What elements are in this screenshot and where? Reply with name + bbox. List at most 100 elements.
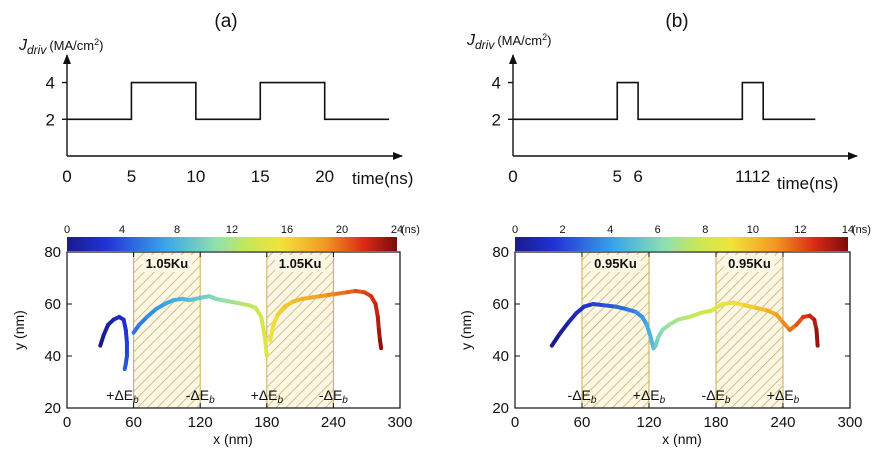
x-tick-label: 180 xyxy=(254,414,279,431)
annotation-sign: - xyxy=(568,387,573,403)
trajectory-segment xyxy=(709,302,725,313)
x-tick-label: 6 xyxy=(633,167,642,186)
annotation-sub: b xyxy=(660,395,666,406)
y-tick-label: 4 xyxy=(492,74,501,93)
trajectory-segment xyxy=(375,315,381,332)
y-tick-label: 40 xyxy=(492,348,509,365)
colorbar-gradient xyxy=(515,237,848,251)
annotation-delta-e: ΔE xyxy=(641,387,660,403)
x-tick-label: 20 xyxy=(315,167,334,186)
trajectory-segment xyxy=(262,333,269,358)
colorbar-tick-label: 4 xyxy=(607,224,613,236)
annotation-sign: - xyxy=(702,387,707,403)
trajectory-segment xyxy=(123,328,129,345)
region-label: 1.05Ku xyxy=(279,256,322,271)
pulse-chart-a: (a) Jdriv (MA/cm2) 240 5 10 15 20 time(ns) xyxy=(18,11,413,188)
region-label: 1.05Ku xyxy=(146,256,189,271)
annotation-sub: b xyxy=(209,395,215,406)
colorbar-tick-label: 2 xyxy=(560,224,566,236)
colorbar-tick-label: 8 xyxy=(174,224,180,236)
ylabel-sub: driv xyxy=(475,38,495,52)
pulse-a-axes: 2 4 0 5 10 15 20 xyxy=(46,54,403,186)
pulse-b-xlabel: time(ns) xyxy=(777,174,838,193)
x-tick-label: 120 xyxy=(188,414,213,431)
colorbar-gradient xyxy=(67,237,397,251)
annotation-delta-e: ΔE xyxy=(259,387,278,403)
pulse-line xyxy=(67,81,390,121)
ylabel-unit: (MA/cm xyxy=(497,33,542,48)
x-tick-label: 300 xyxy=(837,414,862,431)
ylabel-unit: (MA/cm xyxy=(49,38,94,53)
region-label: 0.95Ku xyxy=(728,256,771,271)
delta-e-annotation: -ΔEb xyxy=(186,387,215,406)
trajectory-a-ylabel: y (nm) xyxy=(11,310,27,350)
trajectory-a-xlabel: x (nm) xyxy=(213,431,253,447)
trajectory-segment xyxy=(557,320,571,336)
colorbar-tick-label: 0 xyxy=(64,224,70,236)
colorbar-tick-label: 12 xyxy=(226,224,238,236)
x-tick-label: 180 xyxy=(703,414,728,431)
delta-e-annotation: -ΔEb xyxy=(568,387,597,406)
annotation-sub: b xyxy=(794,395,800,406)
annotation-sign: + xyxy=(633,387,641,403)
panel-label-a: (a) xyxy=(214,11,237,32)
trajectory-line xyxy=(549,300,820,351)
x-tick-label: 1112 xyxy=(735,167,770,186)
ylabel-symbol: J xyxy=(466,32,476,49)
plot-frame xyxy=(66,251,401,409)
trajectory-line xyxy=(98,289,384,371)
hatched-region xyxy=(715,251,784,409)
delta-e-annotation: +ΔEb xyxy=(633,387,666,406)
trajectory-segment xyxy=(814,328,820,348)
panel-label-b: (b) xyxy=(665,11,688,32)
region-label-bg xyxy=(724,255,775,272)
annotation-delta-e: ΔE xyxy=(324,387,343,403)
trajectory-segment xyxy=(373,302,380,319)
annotation-sub: b xyxy=(277,395,283,406)
pulse-b-ylabel: Jdriv (MA/cm2) xyxy=(466,32,551,52)
colorbar-tick-label: 4 xyxy=(119,224,125,236)
colorbar-unit: (ns) xyxy=(852,224,871,236)
y-tick-label: 2 xyxy=(46,110,55,129)
x-tick-label: 60 xyxy=(125,414,142,431)
x-tick-label: 0 xyxy=(511,414,519,431)
trajectory-b-xlabel: x (nm) xyxy=(662,431,702,447)
ylabel-symbol: J xyxy=(18,37,28,54)
delta-e-annotation: +ΔEb xyxy=(251,387,284,406)
ylabel-sub: driv xyxy=(27,43,47,57)
annotation-sub: b xyxy=(725,395,731,406)
x-tick-label: 5 xyxy=(127,167,136,186)
ylabel-close: ) xyxy=(547,33,551,48)
delta-e-annotation: -ΔEb xyxy=(702,387,731,406)
y-tick-label: 4 xyxy=(46,74,55,93)
trajectory-chart-b: 0 2 4 6 8 10 12 14(ns) 0.95Ku 0.95Ku 0 60 120 180 240… xyxy=(458,224,871,447)
annotation-sign: - xyxy=(186,387,191,403)
colorbar-unit: (ns) xyxy=(401,224,420,236)
annotation-delta-e: ΔE xyxy=(706,387,725,403)
delta-e-annotation: +ΔEb xyxy=(767,387,800,406)
hatched-region xyxy=(133,251,201,409)
colorbar-b: 0 2 4 6 8 10 12 14(ns) xyxy=(512,224,871,251)
x-tick-label: 0 xyxy=(508,167,517,186)
region-label-bg xyxy=(590,255,641,272)
y-tick-label: 80 xyxy=(492,244,509,261)
trajectory-segment xyxy=(268,322,276,343)
annotation-sign: + xyxy=(767,387,775,403)
x-tick-label: 240 xyxy=(770,414,795,431)
annotation-sign: - xyxy=(319,387,324,403)
x-tick-label: 300 xyxy=(387,414,412,431)
hatched-region xyxy=(266,251,334,409)
trajectory-segment xyxy=(549,331,562,348)
colorbar-tick-label: 10 xyxy=(747,224,759,236)
colorbar-tick-label: 20 xyxy=(336,224,348,236)
trajectory-segment xyxy=(259,315,267,338)
x-tick-label: 0 xyxy=(63,414,71,431)
ylabel-sup: 2 xyxy=(542,32,547,42)
annotation-delta-e: ΔE xyxy=(114,387,133,403)
y-tick-label: 2 xyxy=(492,110,501,129)
colorbar-tick-label: 6 xyxy=(655,224,661,236)
y-tick-label: 20 xyxy=(492,400,509,417)
hatched-region xyxy=(581,251,650,409)
